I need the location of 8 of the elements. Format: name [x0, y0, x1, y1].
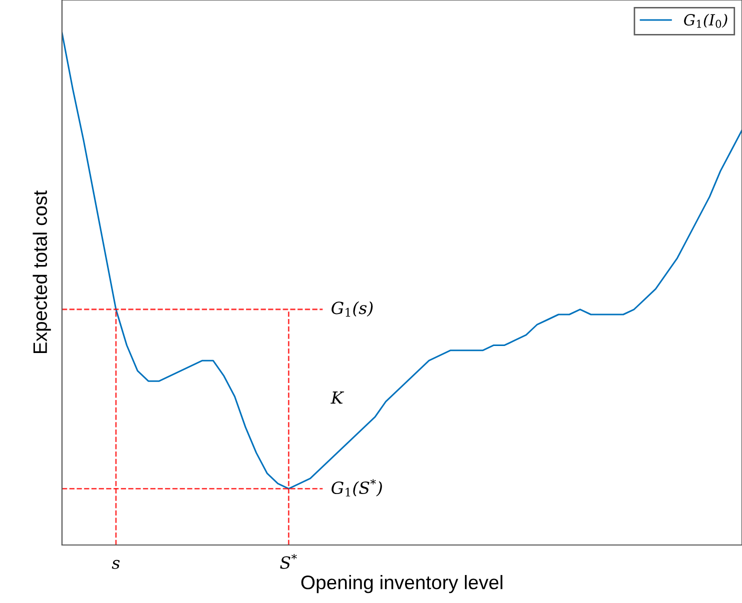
x-axis-title: Opening inventory level [301, 575, 502, 594]
x-tick-label: s [112, 560, 120, 570]
ref-line-label: G$_{1}$(s) [332, 301, 373, 317]
annotation: K [330, 391, 344, 404]
x-tick-label: S$^{*}$ [280, 554, 297, 569]
y-axis-title: Expected total cost [32, 190, 51, 354]
legend-label: G$_{1}$(I$_{0}$) [684, 14, 728, 28]
ref-line-label: G$_{1}$(S$^{*}$) [332, 479, 382, 496]
